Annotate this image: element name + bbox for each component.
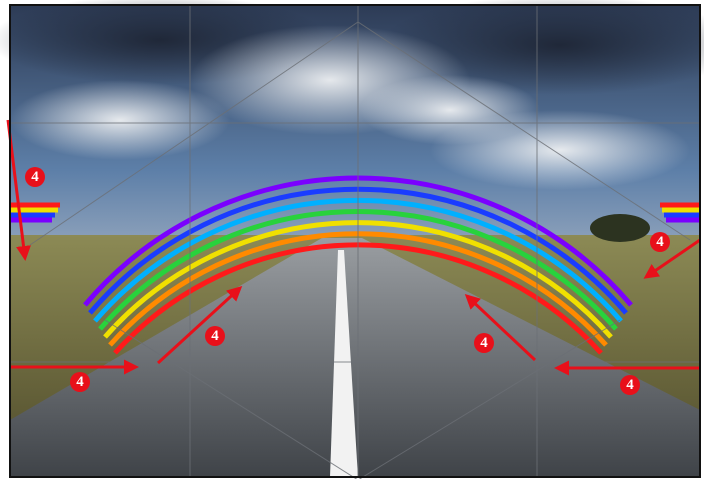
annotation-label: 4 xyxy=(480,335,488,351)
photo xyxy=(0,0,704,477)
annotation-label: 4 xyxy=(211,328,219,344)
annotation-label: 4 xyxy=(656,234,664,250)
annotation-label: 4 xyxy=(31,169,39,185)
annotation-label: 4 xyxy=(626,377,634,393)
annotated-photo: 4 4 4 4 4 4 xyxy=(0,0,704,479)
annotation-label: 4 xyxy=(76,374,84,390)
